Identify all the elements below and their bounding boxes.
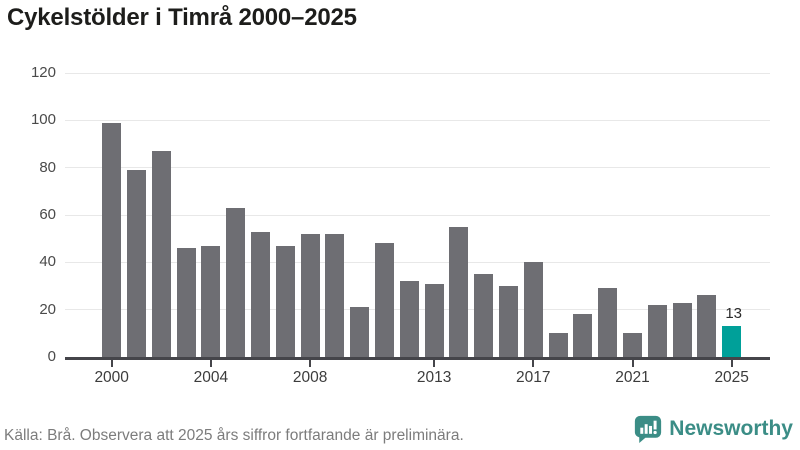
bar-2025 <box>722 326 742 357</box>
y-axis-label-120: 120 <box>30 64 56 81</box>
x-axis-tick-2004 <box>209 360 212 367</box>
x-axis-tick-2013 <box>433 360 436 367</box>
newsworthy-logo: Newsworthy <box>634 415 793 443</box>
x-axis-tick-2008 <box>309 360 312 367</box>
bar-2001 <box>127 170 146 357</box>
bar-2006 <box>251 231 270 357</box>
y-axis-label-80: 80 <box>39 158 56 176</box>
x-axis-tick-2021 <box>631 360 634 367</box>
y-axis: 0 20 40 60 80 100 120 <box>0 0 56 450</box>
bar-2018 <box>548 333 568 357</box>
chart-title: Cykelstölder i Timrå 2000–2025 <box>7 4 357 31</box>
plot-area: 2000 2004 2008 2013 2017 2021 2025 13 <box>65 72 770 386</box>
gridline-80 <box>65 167 770 169</box>
bar-2011 <box>375 243 394 357</box>
bar-2019 <box>573 314 593 357</box>
x-axis-label-2000: 2000 <box>94 369 129 386</box>
gridline-60 <box>65 214 770 216</box>
x-axis-tick-2025 <box>730 360 733 367</box>
newsworthy-logo-text: Newsworthy <box>669 417 793 440</box>
bar-2023 <box>672 302 692 357</box>
bar-2021 <box>623 333 642 357</box>
y-axis-label-0: 0 <box>47 348 56 365</box>
gridline-120 <box>65 72 770 74</box>
gridline-100 <box>65 119 770 121</box>
x-axis-label-2004: 2004 <box>193 369 229 386</box>
x-axis-label-2021: 2021 <box>615 369 650 386</box>
x-axis-label-2017: 2017 <box>516 369 551 386</box>
y-axis-label-60: 60 <box>39 206 56 223</box>
bar-2002 <box>151 151 171 357</box>
x-axis-tick-2017 <box>532 360 535 367</box>
bar-2004 <box>201 245 221 357</box>
x-axis-label-2013: 2013 <box>416 369 452 386</box>
highlight-value-label: 13 <box>725 305 743 323</box>
bar-2010 <box>350 307 370 357</box>
bar-2014 <box>449 226 469 357</box>
source-note: Källa: Brå. Observera att 2025 års siffr… <box>4 427 464 444</box>
gridline-40 <box>65 261 770 263</box>
bar-2012 <box>399 281 419 357</box>
x-axis-tick-2000 <box>110 360 113 367</box>
bar-2017 <box>523 262 543 357</box>
x-axis-label-2008: 2008 <box>292 369 328 386</box>
bar-2009 <box>325 233 345 357</box>
bar-2013 <box>424 283 444 357</box>
bar-2008 <box>300 233 320 357</box>
bar-2022 <box>647 304 667 357</box>
x-axis-label-2025: 2025 <box>714 369 749 386</box>
y-axis-label-100: 100 <box>30 111 56 129</box>
bar-2005 <box>226 207 246 357</box>
y-axis-label-40: 40 <box>39 253 56 271</box>
bar-2003 <box>176 248 196 357</box>
bar-2020 <box>598 288 618 357</box>
bar-2007 <box>275 245 295 357</box>
bar-2024 <box>697 295 717 357</box>
bar-2015 <box>474 274 494 357</box>
y-axis-label-20: 20 <box>39 300 56 318</box>
bar-2000 <box>102 122 122 357</box>
bar-2016 <box>499 286 518 357</box>
newsworthy-logo-icon <box>635 415 662 443</box>
